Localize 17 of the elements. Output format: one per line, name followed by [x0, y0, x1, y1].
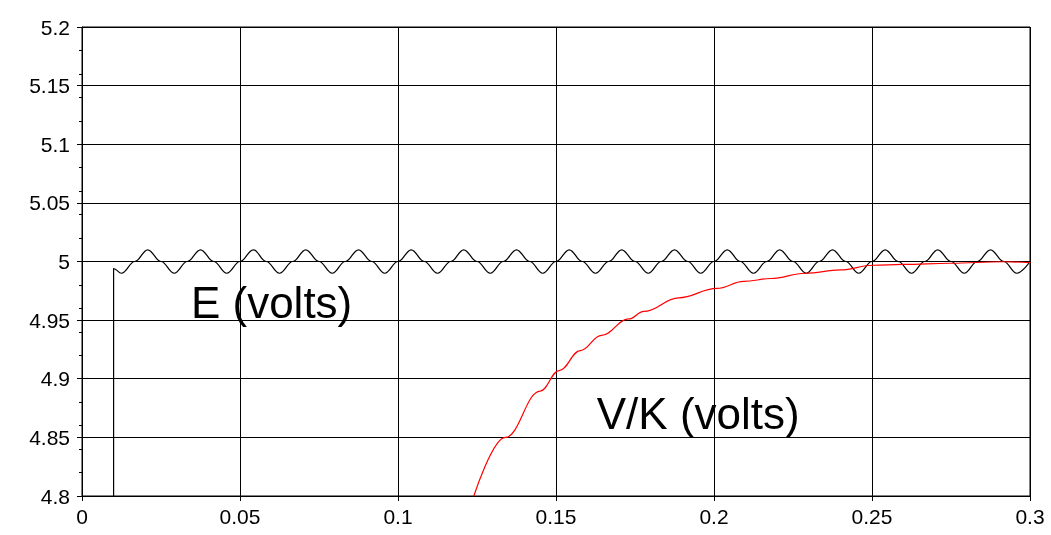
- y-tick-label: 5.15: [29, 74, 70, 98]
- x-tick-label: 0.05: [219, 505, 261, 528]
- y-tick-label: 4.9: [40, 367, 70, 391]
- y-tick-label: 4.8: [40, 484, 70, 508]
- x-tick-label: 0: [76, 505, 88, 528]
- x-tick-label: 0.3: [1015, 505, 1045, 528]
- line-series: [473, 261, 1031, 497]
- y-tick-label: 5: [58, 250, 70, 273]
- y-tick-label: 5.05: [29, 191, 70, 215]
- x-tick-label: 0.1: [383, 505, 413, 528]
- x-tick-label: 0.25: [851, 505, 893, 528]
- y-tick-label: 4.85: [29, 425, 70, 449]
- x-tick-label: 0.15: [535, 505, 577, 528]
- y-tick-label: 5.1: [40, 132, 70, 156]
- y-tick-label: 5.2: [40, 15, 70, 39]
- x-tick-label: 0.2: [699, 505, 729, 528]
- y-tick-label: 4.95: [29, 308, 70, 332]
